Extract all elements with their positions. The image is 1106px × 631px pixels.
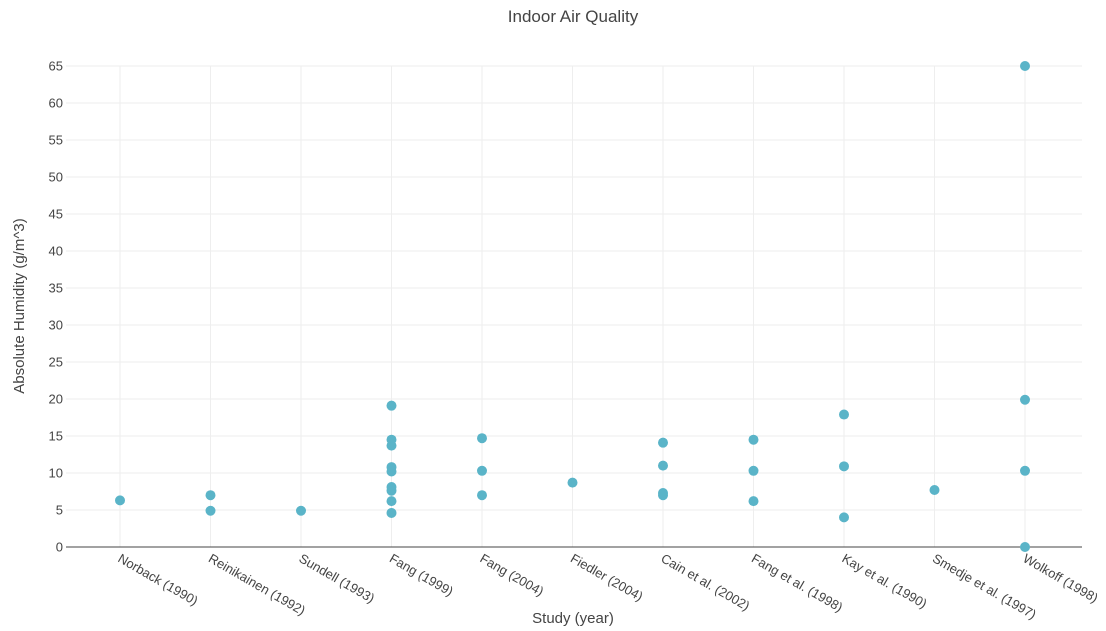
- data-point: [115, 495, 125, 506]
- data-point: [839, 461, 849, 472]
- y-tick-label: 45: [49, 207, 63, 222]
- y-tick-label: 10: [49, 466, 63, 481]
- data-point: [748, 496, 759, 507]
- x-tick-label: Norback (1990): [116, 551, 201, 609]
- data-point: [929, 485, 940, 496]
- data-point: [748, 465, 759, 476]
- chart-title: Indoor Air Quality: [508, 7, 639, 26]
- data-point: [567, 477, 578, 488]
- data-points: [115, 61, 1030, 552]
- y-tick-label: 20: [49, 392, 63, 407]
- y-tick-label: 35: [49, 281, 63, 296]
- x-tick-label: Fang (1999): [387, 551, 456, 599]
- data-point: [386, 466, 397, 477]
- x-tick-label: Wolkoff (1998): [1021, 551, 1101, 606]
- data-point: [386, 496, 397, 507]
- data-point: [1020, 394, 1030, 405]
- data-point: [1020, 465, 1030, 476]
- data-point: [386, 507, 397, 518]
- grid-layer: [66, 65, 1082, 547]
- data-point: [1020, 542, 1030, 552]
- data-point: [658, 437, 668, 448]
- x-tick-label: Reinikainen (1992): [206, 551, 308, 619]
- data-point: [477, 465, 487, 476]
- y-tick-label: 25: [49, 355, 63, 370]
- x-tick-label: Fang (2004): [478, 551, 547, 599]
- data-point: [477, 490, 487, 501]
- data-point: [1020, 61, 1030, 71]
- data-point: [205, 505, 216, 516]
- x-tick-label: Fiedler (2004): [568, 551, 646, 604]
- y-axis-title: Absolute Humidity (g/m^3): [11, 218, 28, 393]
- data-point: [205, 490, 216, 501]
- data-point: [748, 434, 759, 445]
- y-tick-label: 55: [49, 133, 63, 148]
- y-tick-label: 40: [49, 244, 63, 259]
- data-point: [386, 440, 397, 451]
- data-point: [386, 400, 397, 411]
- y-tick-label: 50: [49, 170, 63, 185]
- y-tick-label: 30: [49, 318, 63, 333]
- x-tick-label: Sundell (1993): [297, 551, 378, 606]
- y-tick-label: 0: [56, 540, 63, 555]
- y-tick-label: 15: [49, 429, 63, 444]
- y-tick-label: 5: [56, 503, 63, 518]
- data-point: [839, 409, 849, 420]
- data-point: [296, 505, 306, 516]
- x-axis-title: Study (year): [532, 610, 614, 627]
- data-point: [477, 433, 487, 444]
- data-point: [658, 490, 668, 501]
- data-point: [386, 485, 397, 496]
- y-tick-label: 65: [49, 59, 63, 74]
- x-tick-label: Cain et al. (2002): [659, 551, 753, 614]
- data-point: [658, 460, 668, 471]
- x-tick-label: Kay et al. (1990): [840, 551, 930, 612]
- x-tick-label: Fang et al. (1998): [749, 551, 845, 615]
- y-tick-label: 60: [49, 96, 63, 111]
- data-point: [839, 512, 849, 523]
- y-axis-ticks: 0 5 10 15 20 25 30 35 40 45 50 55 60 65: [49, 59, 63, 555]
